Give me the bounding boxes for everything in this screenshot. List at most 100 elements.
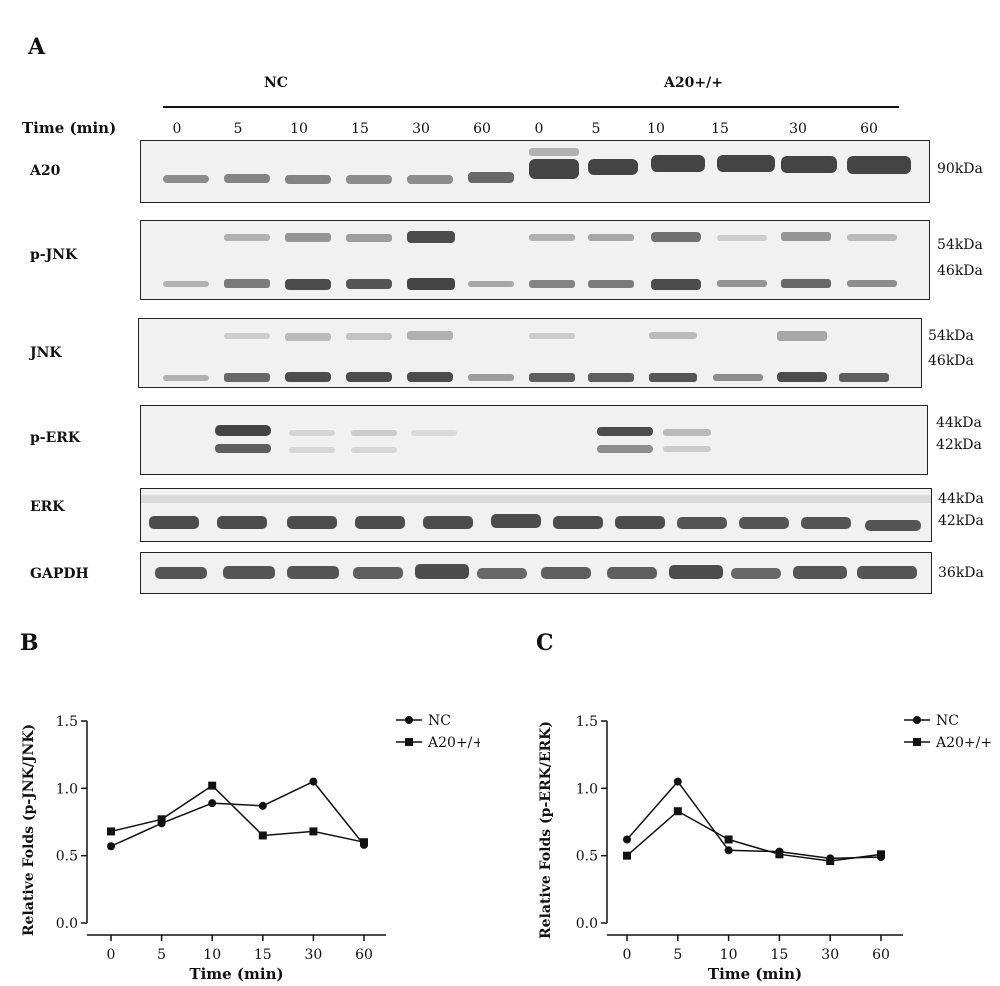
data-point-a20 [775,850,784,859]
data-point-nc [208,799,217,808]
group-label-nc: NC [264,75,288,91]
data-point-a20 [208,781,217,790]
panel-a-letter: A [28,34,46,60]
data-point-nc [724,846,733,855]
legend-entry: A20+/+ [935,735,992,751]
series-line-a20 [626,810,882,862]
blot-image-p-erk [140,405,928,475]
x-axis-title: Time (min) [189,965,283,983]
kda-label-p-jnk-54: 54kDa [937,237,983,253]
panel-b-letter: B [20,630,39,656]
blot-label-jnk: JNK [30,345,62,361]
time-tick: 15 [711,121,729,137]
y-tick-label: 1.5 [56,714,78,730]
series-line-nc [626,780,882,860]
time-tick: 5 [233,121,243,137]
time-tick: 0 [534,121,544,137]
legend-marker-square [913,738,921,746]
data-point-a20 [107,827,115,836]
time-tick: 0 [172,121,182,137]
data-point-a20 [157,815,166,824]
blot-bands-gapdh [155,564,917,579]
panel-c-letter: C [536,630,554,656]
x-tick-label: 0 [623,947,632,963]
legend-entry: NC [428,713,451,729]
time-tick: 60 [473,121,491,137]
blot-image-erk [140,488,932,542]
time-tick: 15 [351,121,369,137]
blot-label-gapdh: GAPDH [30,566,89,582]
legend-marker-circle [405,716,413,724]
y-axis-title: Relative Folds (p-ERK/ERK) [538,721,554,939]
blot-bands-p-jnk [163,231,897,290]
time-tick: 10 [290,121,308,137]
x-tick-label: 10 [203,947,221,963]
kda-label-erk-44: 44kDa [938,491,984,507]
data-point-nc [258,801,267,810]
x-tick-label: 60 [355,947,373,963]
data-point-a20 [258,831,267,840]
kda-label-p-erk-44: 44kDa [936,415,982,431]
time-tick: 10 [647,121,665,137]
blot-label-p-jnk: p-JNK [30,247,78,263]
blot-bands-erk [141,495,931,531]
legend-marker-square [405,738,413,746]
data-point-a20 [826,857,835,866]
y-tick-label: 0.0 [56,916,78,932]
data-point-a20 [724,835,733,844]
x-tick-label: 10 [720,947,738,963]
data-point-a20 [673,807,682,816]
y-tick-label: 0.5 [576,849,598,865]
time-tick: 5 [591,121,601,137]
data-point-a20 [360,838,368,847]
blot-image-a20 [140,140,930,203]
x-tick-label: 5 [157,947,166,963]
y-tick-label: 1.0 [576,781,598,797]
kda-label-a20: 90kDa [937,161,983,177]
blot-label-p-erk: p-ERK [30,430,81,446]
group-label-a20: A20+/+ [664,75,723,91]
data-point-nc [309,777,318,786]
data-point-nc [623,835,631,844]
time-tick: 30 [789,121,807,137]
legend-entry: A20+/+ [427,735,480,751]
kda-label-erk-42: 42kDa [938,513,984,529]
chart-b: 0.0 0.5 1.0 1.5 0 5 10 15 30 60 Time (min) Relative… [21,713,480,983]
x-tick-label: 30 [821,947,839,963]
data-point-nc [673,777,682,786]
series-line-nc [110,780,365,847]
series-line-a20 [110,784,365,843]
blot-label-erk: ERK [30,499,65,515]
time-tick: 30 [412,121,430,137]
data-point-a20 [309,827,318,836]
blot-image-p-jnk [140,220,930,300]
blot-bands-a20 [163,148,911,184]
legend-entry: NC [936,713,959,729]
kda-label-gapdh: 36kDa [938,565,984,581]
blot-bands-jnk [163,331,889,382]
kda-label-jnk-46: 46kDa [928,353,974,369]
blot-label-a20: A20 [30,163,61,179]
blot-image-gapdh [140,552,932,594]
y-tick-label: 1.5 [576,714,598,730]
y-axis-title: Relative Folds (p-JNK/JNK) [21,724,37,936]
time-tick: 60 [860,121,878,137]
group-divider-line [163,106,899,108]
kda-label-p-erk-42: 42kDa [936,437,982,453]
kda-label-jnk-54: 54kDa [928,328,974,344]
x-tick-label: 5 [673,947,682,963]
y-tick-label: 0.0 [576,916,598,932]
x-tick-label: 15 [254,947,272,963]
data-point-nc [107,842,115,851]
x-tick-label: 15 [770,947,788,963]
x-tick-label: 30 [304,947,322,963]
x-tick-label: 0 [107,947,116,963]
data-point-a20 [623,851,631,860]
y-tick-label: 0.5 [56,849,78,865]
chart-c: 0.0 0.5 1.0 1.5 0 5 10 15 30 60 Time (min) Relative… [538,713,992,983]
blot-image-jnk [138,318,922,388]
blot-bands-p-erk [215,425,711,453]
x-tick-label: 60 [872,947,890,963]
legend-marker-circle [913,716,921,724]
x-axis-title: Time (min) [708,965,802,983]
